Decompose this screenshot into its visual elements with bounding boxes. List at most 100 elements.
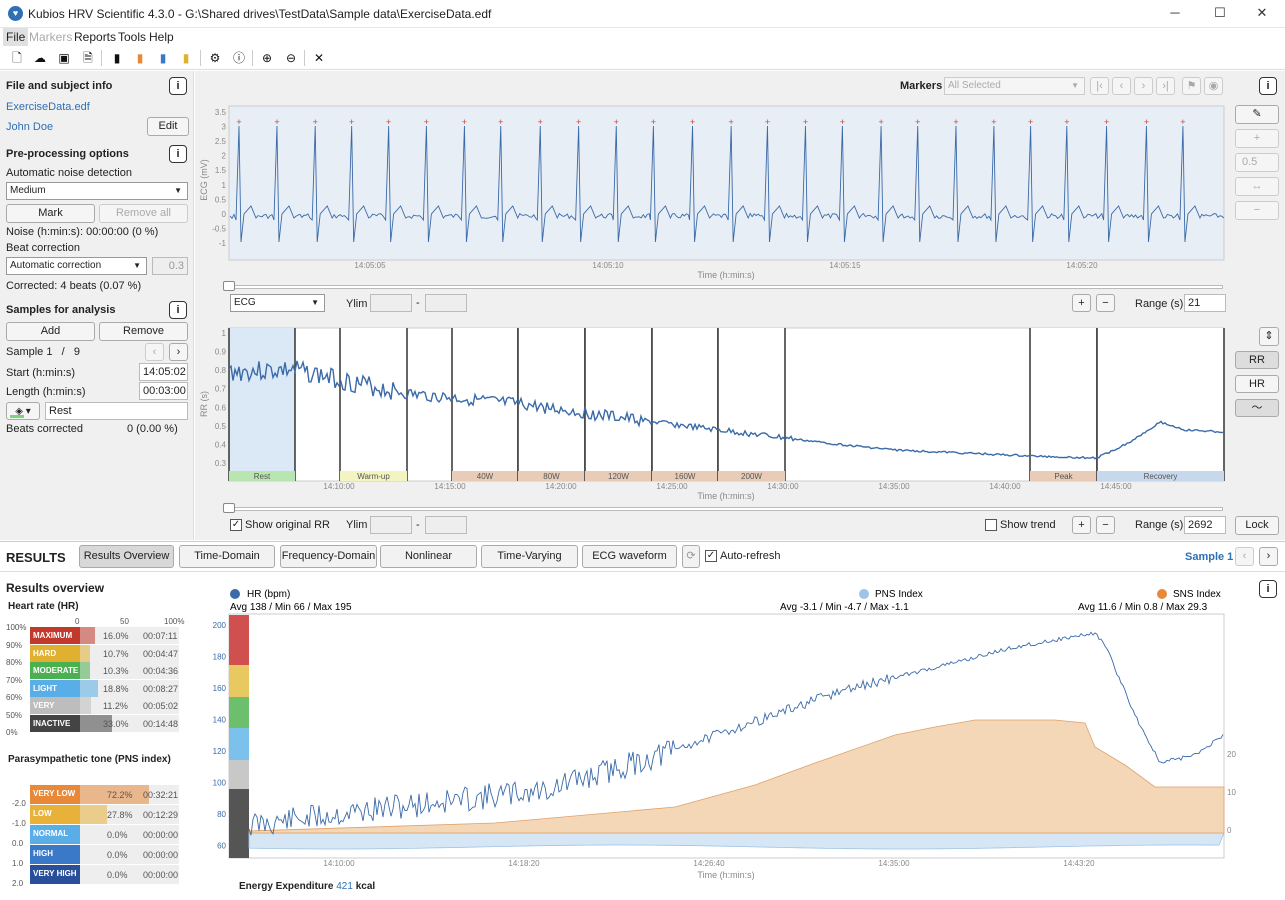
- tab-results-overview[interactable]: Results Overview: [79, 545, 174, 568]
- rr-scroll-handle[interactable]: [223, 503, 235, 513]
- cloud-open-icon[interactable]: ☁: [34, 51, 46, 65]
- chevron-down-icon: ▼: [1071, 81, 1079, 90]
- report-blue-icon[interactable]: ▮: [159, 51, 167, 65]
- zoom-in-icon[interactable]: ⊕: [261, 51, 273, 65]
- info-icon[interactable]: ⓘ: [232, 51, 245, 65]
- sample-color-picker[interactable]: ◈ ▾: [6, 402, 40, 420]
- fit-vertical-icon[interactable]: ⇕: [1259, 327, 1279, 346]
- rr-x-tick: 14:40:00: [989, 482, 1021, 491]
- trend-right-ticks: 20 10 0: [1227, 750, 1236, 835]
- ecg-scrollbar[interactable]: [229, 285, 1223, 289]
- menu-tools[interactable]: Tools: [118, 30, 147, 44]
- last-marker-button[interactable]: ›|: [1156, 77, 1175, 95]
- report-orange-icon[interactable]: ▮: [136, 51, 144, 65]
- zoom-out-icon[interactable]: ⊖: [285, 51, 297, 65]
- ecg-ylim-max-input[interactable]: [425, 294, 467, 312]
- rr-scrollbar[interactable]: [229, 507, 1223, 511]
- threshold-input[interactable]: 0.3: [152, 257, 188, 275]
- edit-pencil-icon[interactable]: ✎: [1235, 105, 1279, 124]
- results-next-button[interactable]: ›: [1259, 547, 1278, 566]
- rr-x-tick: 14:20:00: [545, 482, 577, 491]
- settings-gear-icon[interactable]: ⚙: [209, 51, 221, 65]
- tab-time-varying[interactable]: Time-Varying: [481, 545, 578, 568]
- refresh-icon[interactable]: ⟳: [682, 545, 700, 568]
- file-info-icon[interactable]: i: [169, 77, 187, 95]
- rr-series: [228, 359, 1224, 460]
- signal-info-icon[interactable]: i: [1259, 77, 1277, 95]
- subject-link[interactable]: John Doe: [6, 121, 54, 133]
- rr-zoom-out-button[interactable]: −: [1096, 516, 1115, 534]
- file-name-link[interactable]: ExerciseData.edf: [6, 101, 90, 113]
- prev-marker-button[interactable]: ‹: [1112, 77, 1131, 95]
- amplitude-stepper[interactable]: 0.5: [1235, 153, 1279, 172]
- ecg-ylim-min-input[interactable]: [370, 294, 412, 312]
- flag-icon[interactable]: ⚑: [1182, 77, 1201, 95]
- first-marker-button[interactable]: |‹: [1090, 77, 1109, 95]
- ecg-plot[interactable]: 3.532.521.510.50-0.5-1 14:05:05 14:05:10 1…: [195, 100, 1230, 285]
- tab-ecg-waveform[interactable]: ECG waveform: [582, 545, 677, 568]
- ecg-zoom-in-button[interactable]: +: [1072, 294, 1091, 312]
- remove-sample-button[interactable]: Remove: [99, 322, 188, 341]
- prev-sample-button[interactable]: ‹: [145, 343, 164, 361]
- pns-zone-percent: 27.8%: [107, 810, 133, 820]
- beat-correction-select[interactable]: Automatic correction ▼: [6, 257, 147, 275]
- tab-time-domain[interactable]: Time-Domain: [179, 545, 275, 568]
- markers-select[interactable]: All Selected ▼: [944, 77, 1085, 95]
- rr-plot[interactable]: Rest Warm-up 40W 80W 120W 160W 200W Peak Recover…: [195, 322, 1230, 504]
- zoom-plus-button[interactable]: +: [1235, 129, 1279, 148]
- length-input[interactable]: 00:03:00: [139, 382, 188, 400]
- tab-frequency-domain[interactable]: Frequency-Domain: [280, 545, 377, 568]
- rr-range-input[interactable]: 2692: [1184, 516, 1226, 534]
- minimize-button[interactable]: ─: [1170, 5, 1180, 20]
- report-yellow-icon[interactable]: ▮: [182, 51, 190, 65]
- export-icon[interactable]: 🗎: [83, 51, 93, 65]
- menu-markers[interactable]: Markers: [29, 30, 73, 44]
- preprocessing-info-icon[interactable]: i: [169, 145, 187, 163]
- menu-reports[interactable]: Reports: [74, 30, 117, 44]
- sns-area: [248, 719, 1225, 834]
- channel-select[interactable]: ECG ▼: [230, 294, 325, 312]
- save-icon[interactable]: ▣: [58, 51, 70, 65]
- menu-help[interactable]: Help: [149, 30, 174, 44]
- mark-button[interactable]: Mark: [6, 204, 95, 223]
- hr-zone-row: [80, 627, 179, 644]
- start-input[interactable]: 14:05:02: [139, 363, 188, 381]
- add-sample-button[interactable]: Add: [6, 322, 95, 341]
- fit-horizontal-icon[interactable]: ↔: [1235, 177, 1279, 196]
- hr-pct-tick: 50%: [6, 711, 23, 720]
- results-prev-button[interactable]: ‹: [1235, 547, 1254, 566]
- menu-file[interactable]: File: [3, 28, 29, 46]
- remove-all-button[interactable]: Remove all: [99, 204, 188, 223]
- ecg-range-input[interactable]: 21: [1184, 294, 1226, 312]
- rr-view-button[interactable]: RR: [1235, 351, 1279, 369]
- auto-refresh-checkbox[interactable]: ✓: [705, 550, 717, 562]
- maximize-button[interactable]: ☐: [1214, 5, 1226, 20]
- sample-name-input[interactable]: Rest: [45, 402, 188, 420]
- trend-line-icon[interactable]: 〜: [1235, 399, 1279, 417]
- show-original-checkbox[interactable]: ✓: [230, 519, 242, 531]
- close-file-icon[interactable]: ✕: [313, 51, 325, 65]
- noise-level-select[interactable]: Medium ▼: [6, 182, 188, 200]
- edit-button[interactable]: Edit: [147, 117, 189, 136]
- rr-ylim-min-input[interactable]: [370, 516, 412, 534]
- new-file-icon[interactable]: 🗋: [12, 51, 22, 65]
- show-trend-checkbox[interactable]: [985, 519, 997, 531]
- scale-50: 50: [120, 617, 129, 626]
- hr-view-button[interactable]: HR: [1235, 375, 1279, 393]
- tab-nonlinear[interactable]: Nonlinear: [380, 545, 477, 568]
- rr-zoom-in-button[interactable]: +: [1072, 516, 1091, 534]
- overview-info-icon[interactable]: i: [1259, 580, 1277, 598]
- ecg-scroll-handle[interactable]: [223, 281, 235, 291]
- report-bars-icon[interactable]: ▮: [113, 51, 121, 65]
- zoom-minus-button[interactable]: −: [1235, 201, 1279, 220]
- trend-y-ticks: 200 180 160 140 120 100 80 60: [213, 621, 227, 851]
- close-button[interactable]: ✕: [1256, 5, 1268, 20]
- rr-ylim-label: Ylim: [346, 519, 368, 531]
- lock-button[interactable]: Lock: [1235, 516, 1279, 535]
- rr-ylim-max-input[interactable]: [425, 516, 467, 534]
- next-marker-button[interactable]: ›: [1134, 77, 1153, 95]
- eye-icon[interactable]: ◉: [1204, 77, 1223, 95]
- samples-info-icon[interactable]: i: [169, 301, 187, 319]
- ecg-zoom-out-button[interactable]: −: [1096, 294, 1115, 312]
- next-sample-button[interactable]: ›: [169, 343, 188, 361]
